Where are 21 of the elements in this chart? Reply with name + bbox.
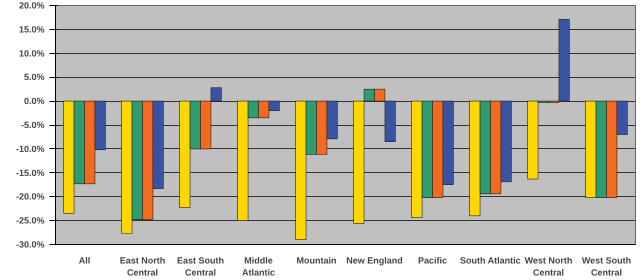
x-tick-label: West South Central [582, 256, 632, 278]
y-tick-label: -25.0% [16, 216, 45, 226]
x-tick-label: Mountain [296, 256, 337, 266]
x-tick-label: East South Central [177, 256, 224, 278]
y-tick-label: -30.0% [16, 240, 45, 250]
y-tick-label: -20.0% [16, 192, 45, 202]
x-tick-label: All [78, 256, 90, 266]
x-tick-label: East North Central [120, 256, 166, 278]
y-tick-label: 15.0% [18, 24, 45, 34]
y-tick-label: 0.0% [24, 96, 44, 106]
x-tick-label: Pacific [418, 256, 448, 266]
y-tick-label: -15.0% [16, 168, 45, 178]
y-tick-label: -10.0% [16, 144, 45, 154]
y-tick-label: 20.0% [18, 0, 45, 10]
x-tick-label: South Atlantic [460, 256, 521, 266]
y-tick-label: 5.0% [24, 72, 44, 82]
y-tick-label: -5.0% [20, 120, 45, 130]
y-tick-label: 10.0% [18, 48, 45, 58]
x-tick-label: West North Central [524, 256, 572, 278]
x-tick-label: New England [346, 256, 403, 266]
x-tick-label: Middle Atlantic [242, 256, 276, 278]
